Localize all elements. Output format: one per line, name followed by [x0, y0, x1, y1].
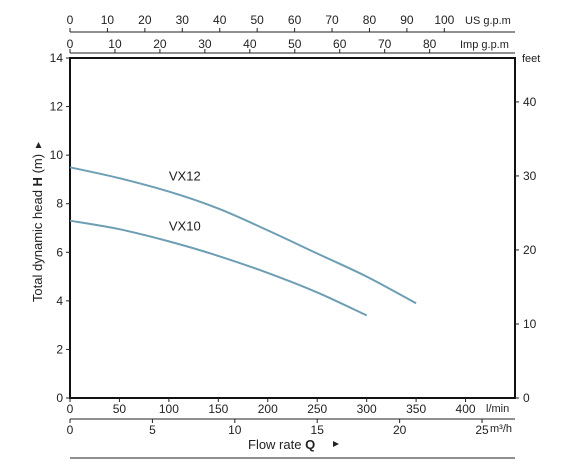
us-gpm-tick-label: 60 [288, 13, 302, 27]
x-tick-label: 250 [307, 402, 327, 416]
x-unit-label: l/min [486, 403, 509, 415]
m3h-tick-label: 15 [311, 423, 325, 437]
imp-gpm-tick-label: 10 [108, 37, 122, 51]
imp-gpm-tick-label: 80 [423, 37, 437, 51]
m3h-tick-label: 10 [228, 423, 242, 437]
y-tick-label: 2 [56, 342, 63, 356]
us-gpm-tick-label: 80 [363, 13, 377, 27]
y-tick-label: 0 [56, 391, 63, 405]
imp-gpm-tick-label: 60 [333, 37, 347, 51]
us-gpm-tick-label: 30 [176, 13, 190, 27]
m3h-unit-label: m³/h [490, 423, 512, 435]
us-gpm-tick-label: 90 [400, 13, 414, 27]
y-axis-arrow-icon [35, 142, 42, 148]
y-tick-label: 12 [50, 100, 64, 114]
m3h-tick-label: 5 [149, 423, 156, 437]
feet-tick-label: 10 [523, 317, 537, 331]
y-tick-label: 10 [50, 148, 64, 162]
y-tick-label: 14 [50, 51, 64, 65]
feet-tick-label: 30 [523, 169, 537, 183]
x-axis-label: Flow rate Q [248, 437, 315, 452]
feet-unit-label: feet [522, 53, 540, 65]
x-axis-arrow-icon [333, 441, 339, 447]
imp-gpm-tick-label: 0 [67, 37, 74, 51]
plot-frame [69, 57, 516, 399]
x-tick-label: 50 [113, 402, 127, 416]
feet-tick-label: 40 [523, 95, 537, 109]
x-tick-label: 100 [159, 402, 179, 416]
x-tick-label: 400 [456, 402, 476, 416]
x-tick-label: 350 [406, 402, 426, 416]
us-gpm-tick-label: 20 [138, 13, 152, 27]
x-tick-label: 200 [258, 402, 278, 416]
imp-gpm-tick-label: 70 [378, 37, 392, 51]
us-gpm-tick-label: 0 [67, 13, 74, 27]
series-label-vx12: VX12 [169, 169, 201, 184]
y-tick-label: 6 [56, 245, 63, 259]
x-tick-label: 150 [208, 402, 228, 416]
us-gpm-tick-label: 50 [250, 13, 264, 27]
us-gpm-tick-label: 40 [213, 13, 227, 27]
m3h-tick-label: 0 [67, 423, 74, 437]
m3h-tick-label: 25 [475, 423, 489, 437]
m3h-tick-label: 20 [393, 423, 407, 437]
feet-tick-label: 20 [523, 243, 537, 257]
y-tick-label: 8 [56, 197, 63, 211]
us-gpm-tick-label: 10 [101, 13, 115, 27]
series-group: VX12 VX10 [69, 166, 417, 317]
y-axis-label: Total dynamic head H (m) [30, 154, 45, 302]
feet-tick-label: 0 [523, 391, 530, 405]
x-tick-label: 300 [357, 402, 377, 416]
series-line-vx12 [69, 166, 417, 305]
y-tick-label: 4 [56, 294, 63, 308]
series-line-vx10 [69, 219, 368, 317]
imp-gpm-unit-label: Imp g.p.m [460, 39, 509, 51]
axes-group [69, 31, 516, 420]
us-gpm-tick-label: 100 [434, 13, 454, 27]
us-gpm-unit-label: US g.p.m [465, 15, 511, 27]
series-label-vx10: VX10 [169, 218, 201, 233]
imp-gpm-tick-label: 30 [198, 37, 212, 51]
imp-gpm-tick-label: 40 [243, 37, 257, 51]
x-tick-label: 0 [67, 402, 74, 416]
imp-gpm-tick-label: 50 [288, 37, 302, 51]
imp-gpm-tick-label: 20 [153, 37, 167, 51]
us-gpm-tick-label: 70 [325, 13, 339, 27]
